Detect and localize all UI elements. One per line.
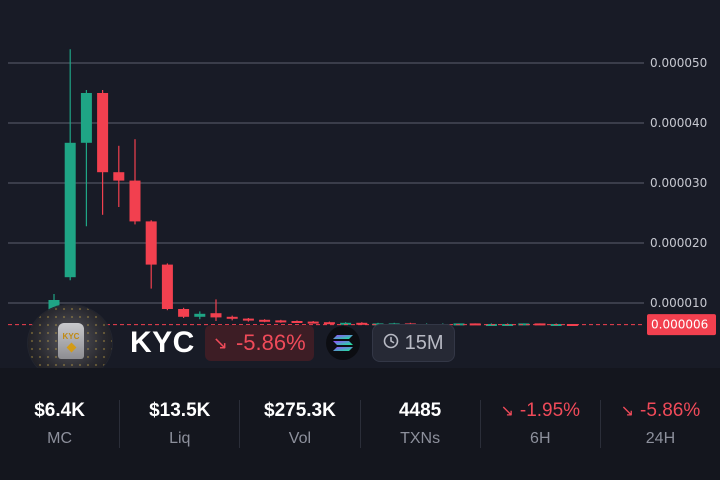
candle-body [469, 323, 481, 326]
candle [307, 321, 319, 324]
candle-body [178, 309, 190, 317]
stat-value: 4485 [398, 400, 442, 421]
candle-body [566, 324, 578, 326]
candle [469, 323, 481, 326]
candle [566, 324, 578, 326]
candle [259, 319, 271, 323]
stat-label: 6H [530, 430, 551, 447]
candle-body [80, 93, 92, 143]
interval-label: 15M [404, 331, 444, 354]
candle-body [259, 319, 271, 322]
candle-body [323, 322, 335, 325]
stat-value: $6.4K [34, 400, 85, 421]
chart-gridlines [8, 62, 644, 304]
stat-value: $13.5K [149, 400, 211, 421]
y-tick-label: 0.000030 [650, 176, 707, 190]
y-axis-ticks: 0.000050 0.000040 0.000030 0.000020 0.00… [650, 56, 707, 310]
candle [129, 139, 141, 225]
stat-value-text: -1.95% [519, 400, 581, 421]
clock-icon [383, 332, 399, 355]
candle [356, 322, 368, 325]
arrow-down-right-icon: ↘ [620, 403, 635, 420]
candles [48, 49, 578, 326]
stats-bar: $6.4K MC $13.5K Liq $275.3K Vol 4485 TXN… [0, 368, 720, 480]
y-tick-label: 0.000040 [650, 116, 707, 130]
candle-body [129, 180, 141, 222]
price-change-value: -5.86% [235, 330, 306, 355]
stat-liquidity: $13.5K Liq [120, 400, 241, 448]
candle-body [194, 313, 206, 317]
stat-value-text: -5.86% [640, 400, 701, 421]
candle [291, 320, 303, 323]
stat-transactions: 4485 TXNs [361, 400, 481, 448]
stat-change-6h: ↘ -1.95% 6H [481, 400, 601, 448]
avatar-diamond-icon [66, 342, 76, 352]
current-price-tag: 0.000006 [647, 314, 716, 336]
token-symbol: KYC [130, 326, 195, 359]
stat-market-cap: $6.4K MC [0, 400, 121, 448]
stat-label: TXNs [400, 430, 441, 447]
avatar-chip-label: KYC [62, 331, 80, 341]
candle-body [356, 322, 368, 325]
stat-label: Vol [288, 430, 312, 447]
candle [178, 307, 190, 318]
candle [113, 145, 125, 207]
stat-label: 24H [645, 430, 676, 447]
candle [275, 319, 287, 323]
current-price-label: 0.000006 [651, 318, 708, 332]
price-chart[interactable]: 0.000050 0.000040 0.000030 0.000020 0.00… [0, 0, 720, 368]
candle-body [64, 142, 76, 278]
price-change-badge: ↘ -5.86% [204, 325, 314, 361]
candle [210, 299, 222, 321]
candle [97, 90, 109, 215]
stat-value: ↘ -1.95% [481, 400, 600, 422]
candle-body [113, 172, 125, 181]
stat-volume: $275.3K Vol [240, 400, 361, 448]
candle-body [145, 221, 157, 265]
y-tick-label: 0.000050 [650, 56, 707, 70]
candle-body [340, 322, 352, 325]
candle-body [275, 320, 287, 323]
candle [323, 321, 335, 325]
candle [161, 263, 173, 311]
candle [340, 322, 352, 325]
candle-body [307, 321, 319, 324]
interval-selector-button[interactable]: 15M [371, 324, 455, 362]
stat-label: Liq [169, 430, 191, 447]
candle-body [97, 93, 109, 173]
stat-change-24h: ↘ -5.86% 24H [601, 400, 720, 448]
stat-label: MC [47, 430, 73, 447]
stat-value: ↘ -5.86% [601, 400, 720, 422]
y-tick-label: 0.000010 [650, 296, 707, 310]
arrow-down-right-icon: ↘ [212, 332, 228, 353]
stat-value: $275.3K [264, 400, 336, 421]
candle-body [161, 264, 173, 309]
candle [518, 323, 530, 326]
candle-body [291, 321, 303, 323]
candle-body [226, 316, 238, 319]
candle [242, 318, 254, 322]
avatar-chip-icon: KYC [58, 323, 84, 359]
candle [80, 90, 92, 227]
candle [194, 311, 206, 320]
candle [64, 49, 76, 281]
candle-body [242, 318, 254, 321]
candle [226, 315, 238, 321]
candle-body [518, 323, 530, 326]
candle [145, 220, 157, 289]
arrow-down-right-icon: ↘ [500, 403, 514, 420]
y-tick-label: 0.000020 [650, 236, 707, 250]
solana-logo-icon[interactable] [325, 326, 360, 360]
candle-body [210, 313, 222, 318]
